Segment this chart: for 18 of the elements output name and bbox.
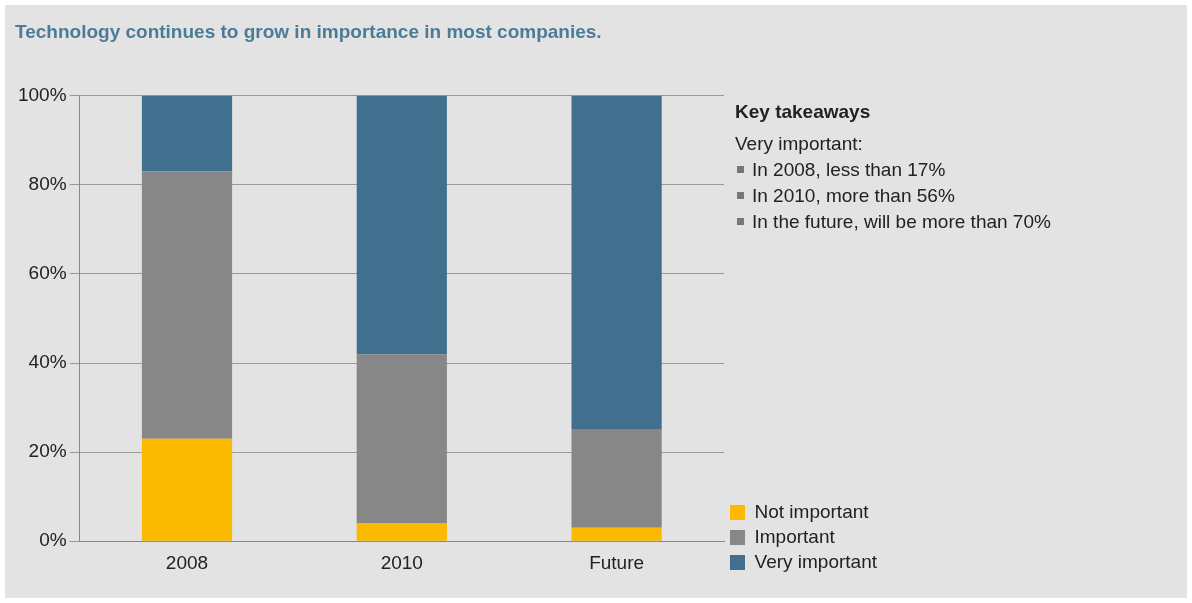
text: In the future, will be more than 70%	[735, 209, 1051, 235]
y-tick-label: 80%	[28, 173, 67, 195]
chart-title: Technology continues to grow in importance in most companies.	[15, 20, 602, 42]
text: Very important:	[735, 132, 864, 156]
legend-label: Not important	[754, 500, 870, 522]
x-tick-label: 2008	[165, 551, 209, 573]
y-tick-label: 20%	[28, 440, 67, 462]
x-tick-label: Future	[589, 551, 645, 573]
y-tick-label: 100%	[17, 84, 67, 106]
y-tick-label: 60%	[28, 262, 67, 284]
legend-label: Very important	[754, 550, 878, 572]
text: In 2008, less than 17%	[735, 157, 1051, 183]
x-tick-label: 2010	[380, 551, 423, 573]
y-tick-label: 40%	[28, 351, 67, 373]
text: In 2010, more than 56%	[735, 183, 1051, 209]
text: Key takeaways	[735, 100, 872, 124]
y-tick-label: 0%	[39, 529, 67, 551]
legend-label: Important	[754, 525, 836, 547]
